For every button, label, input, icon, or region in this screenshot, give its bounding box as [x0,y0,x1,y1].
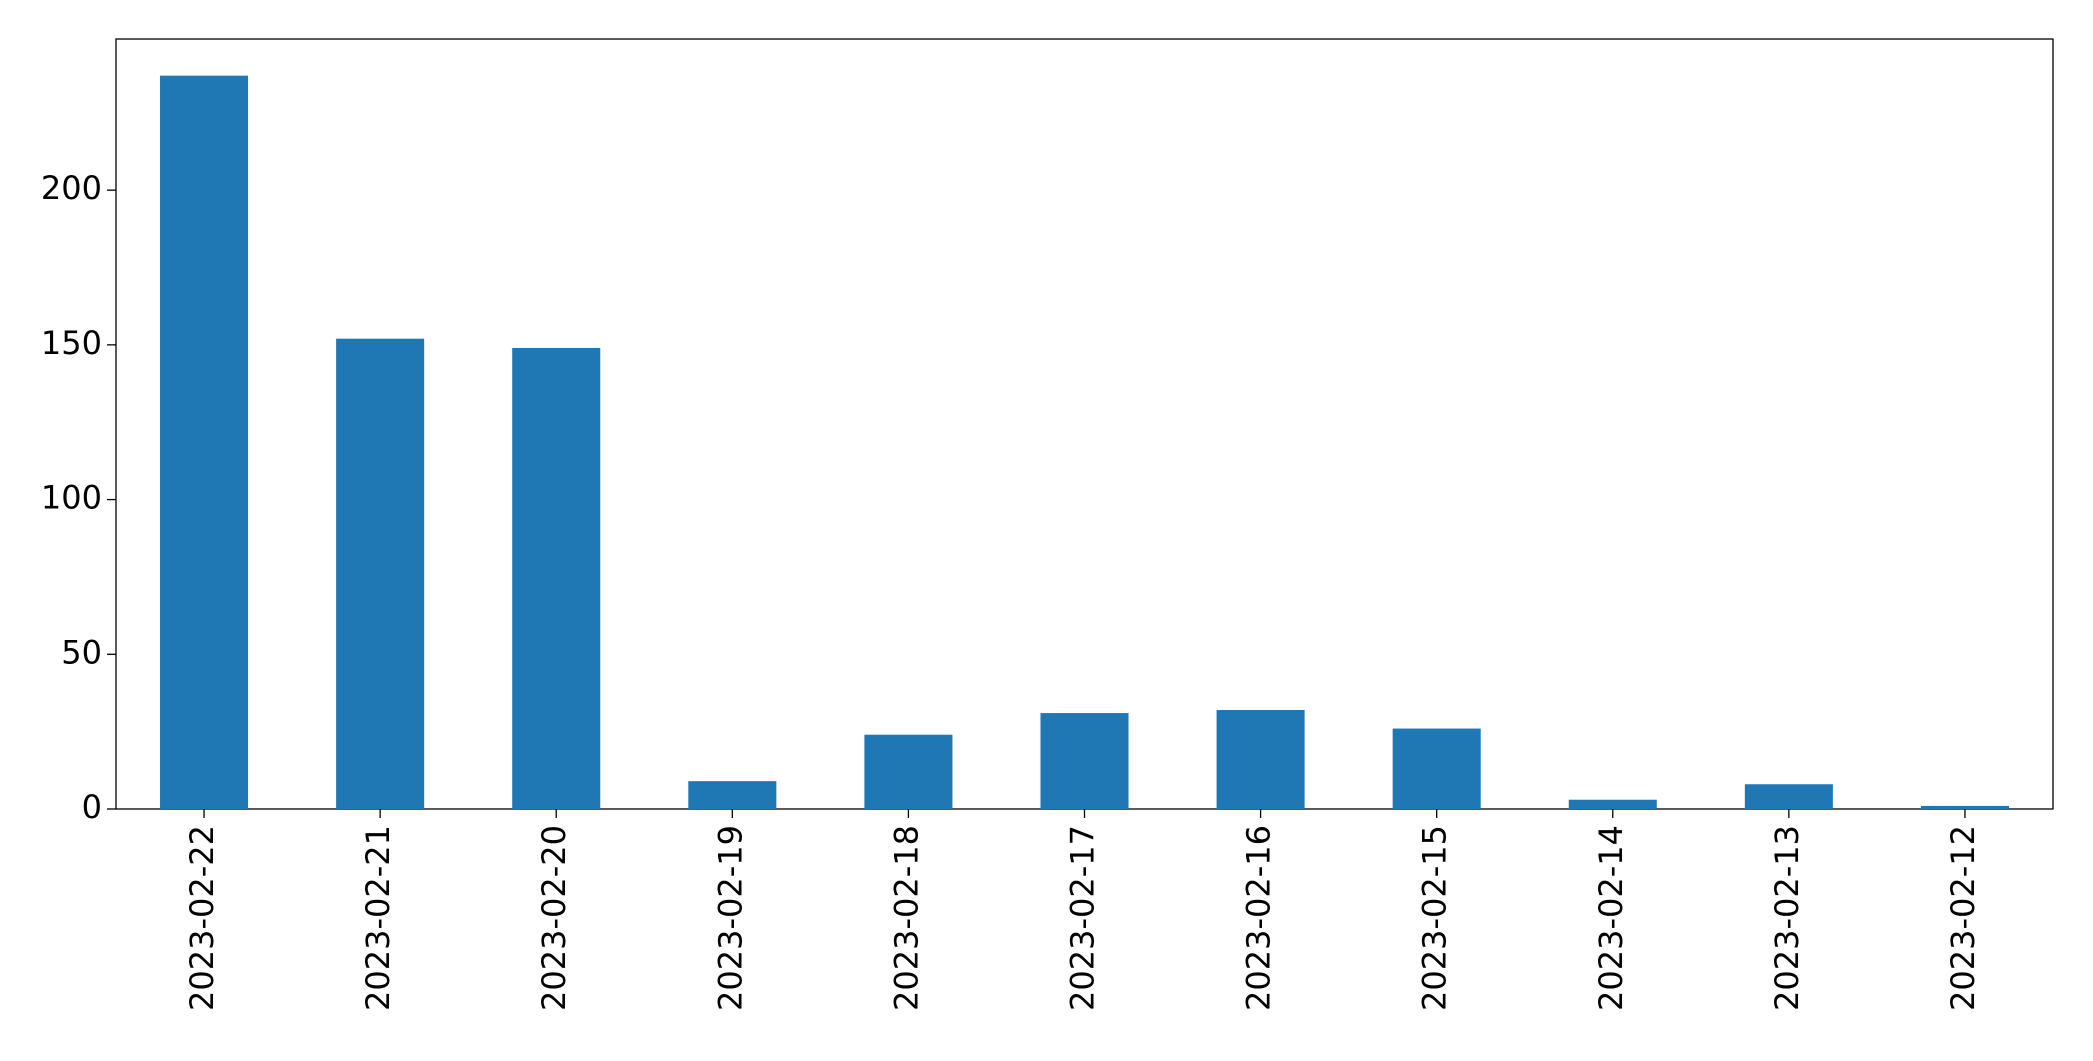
x-tick-label: 2023-02-19 [711,825,749,1011]
x-tick-label: 2023-02-18 [887,825,925,1011]
x-tick-label: 2023-02-22 [183,825,221,1011]
y-tick-label: 0 [82,788,102,826]
x-tick-label: 2023-02-14 [1592,825,1630,1011]
x-tick-label: 2023-02-21 [359,825,397,1011]
bar [864,734,953,809]
x-tick-label: 2023-02-20 [535,825,573,1011]
y-tick-label: 150 [41,324,102,362]
bar [1392,728,1481,809]
bar [1744,784,1833,809]
bar [512,347,601,809]
y-tick-label: 50 [61,633,102,671]
bar [336,338,425,809]
bar [160,75,249,809]
x-tick-label: 2023-02-16 [1240,825,1278,1011]
x-tick-label: 2023-02-15 [1416,825,1454,1011]
bar [1568,799,1657,809]
x-tick-label: 2023-02-12 [1944,825,1982,1011]
y-tick-label: 200 [41,169,102,207]
x-tick-label: 2023-02-17 [1064,825,1102,1011]
bar [688,781,777,809]
bar [1920,805,2009,809]
x-tick-label: 2023-02-13 [1768,825,1806,1011]
y-tick-label: 100 [41,479,102,517]
bar [1216,709,1305,809]
bar [1040,713,1129,809]
